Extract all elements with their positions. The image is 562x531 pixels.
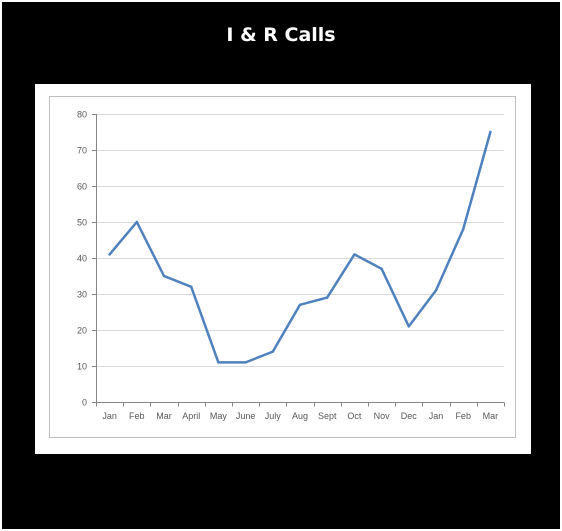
data-point [407,325,410,328]
x-tick-label: July [265,411,282,421]
chart-panel: 0 10 20 30 40 50 60 70 80 Jan Feb Mar April May June Ju… [35,84,531,454]
x-tick-label: Feb [129,411,145,421]
x-tick-label: Mar [483,411,499,421]
chart-border [49,96,516,438]
x-tick-label: Jan [102,411,117,421]
x-tick-label: Aug [292,411,308,421]
y-tick-label: 50 [77,218,87,228]
x-tick-label: Nov [374,411,391,421]
y-tick-label: 70 [77,146,87,156]
y-tick-label: 10 [77,362,87,372]
data-point [489,130,492,134]
data-point [271,350,274,353]
y-tick-label: 40 [77,254,87,264]
data-point [353,253,356,256]
data-point [434,289,438,292]
x-tick-label: June [236,411,256,421]
line-chart: 0 10 20 30 40 50 60 70 80 Jan Feb Mar April May June Ju… [49,96,516,438]
series-line [108,130,492,364]
x-tick-label: Jan [429,411,444,421]
y-tick-label: 80 [77,110,87,120]
x-tick-label: Dec [401,411,418,421]
y-tick-label: 20 [77,326,87,336]
data-point [217,361,220,364]
data-point [162,274,166,278]
x-tick-label: Mar [156,411,172,421]
chart-title: I & R Calls [226,24,336,46]
x-tick-label: Feb [455,411,471,421]
data-point [298,303,302,306]
data-point [135,220,138,224]
y-tick-label: 60 [77,182,87,192]
data-point [326,296,329,299]
x-tick-label: Oct [347,411,362,421]
data-point [108,253,111,256]
x-tick-label: April [182,411,200,421]
data-point [244,361,247,364]
y-tick-label: 30 [77,290,87,300]
data-point [190,285,193,288]
y-tick-label: 0 [82,398,87,408]
data-point [380,267,383,270]
x-tick-label: May [210,411,228,421]
data-point [462,228,465,231]
x-tick-label: Sept [318,411,337,421]
